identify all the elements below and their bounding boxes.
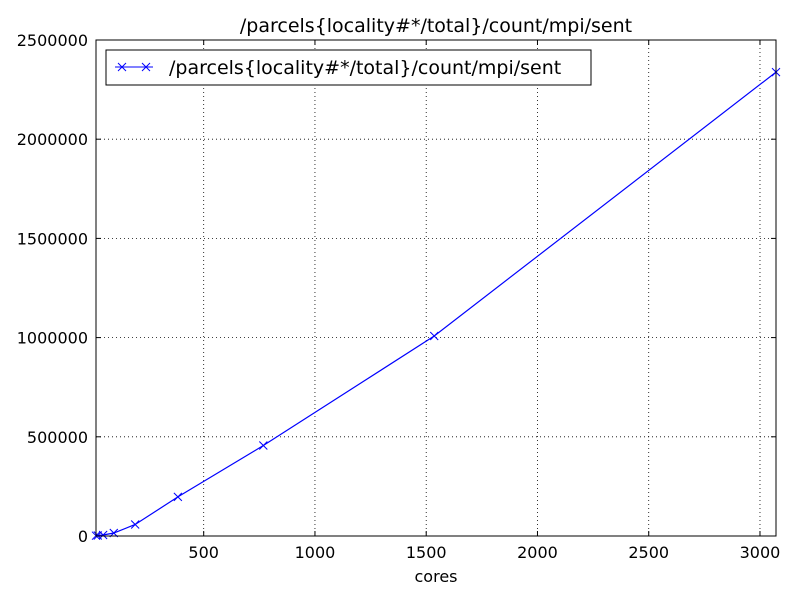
y-tick-label: 0: [78, 527, 88, 546]
y-tick-label: 1000000: [17, 329, 88, 348]
legend-label: /parcels{locality#*/total}/count/mpi/sen…: [169, 57, 561, 79]
x-tick-label: 1000: [295, 543, 336, 562]
data-point-marker: [130, 520, 140, 529]
legend: /parcels{locality#*/total}/count/mpi/sen…: [105, 49, 592, 86]
x-tick-label: 3000: [740, 543, 781, 562]
plot-frame: [95, 39, 777, 537]
data-point-marker: [429, 331, 439, 341]
y-tick-label: 2500000: [17, 31, 88, 50]
legend-box: [105, 49, 592, 86]
data-point-marker: [258, 441, 268, 450]
legend-marker-x-d: [141, 62, 151, 72]
data-point-marker: [98, 530, 108, 540]
y-tick-label: 500000: [27, 428, 88, 447]
chart-title: /parcels{locality#*/total}/count/mpi/sen…: [240, 15, 632, 37]
x-tick-label: 500: [188, 543, 219, 562]
data-point-marker: [173, 492, 183, 502]
axis-ticks: 500 1000 1500 2000 2500 3000 0 500000 1000000 150…: [17, 31, 781, 562]
x-tick-label: 2500: [628, 543, 669, 562]
x-tick-label: 1500: [406, 543, 447, 562]
x-tick-label: 2000: [517, 543, 558, 562]
legend-marker-x-b: [117, 62, 127, 72]
x-axis-label: cores: [415, 567, 458, 586]
y-tick-label: 1500000: [17, 229, 88, 248]
y-tick-label: 2000000: [17, 130, 88, 149]
